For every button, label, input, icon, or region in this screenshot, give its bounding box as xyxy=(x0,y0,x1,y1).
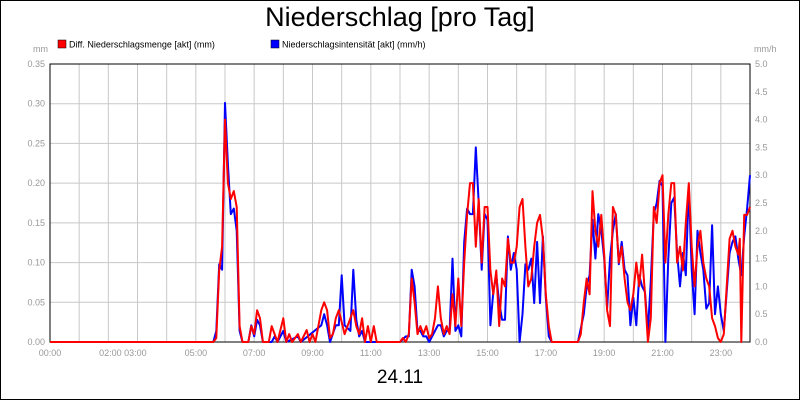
x-tick-label: 00:00 xyxy=(39,348,62,358)
y-tick-label-right: 5.0 xyxy=(755,59,768,69)
x-tick-label: 09:00 xyxy=(301,348,324,358)
y-axis-label-right: mm/h xyxy=(754,44,777,54)
series-line-niederschlagsintensitaet xyxy=(50,101,751,343)
x-ticks: 00:00 02:00 03:00 05:00 07:00 09:00 11:00 13:0… xyxy=(39,348,732,358)
x-tick-label: 05:00 xyxy=(185,348,208,358)
y-ticks-left: 0.00 0.05 0.10 0.15 0.20 0.25 0.30 0.35 xyxy=(27,59,45,347)
y-tick-label-right: 3.5 xyxy=(755,142,768,152)
y-tick-label-left: 0.10 xyxy=(27,258,45,268)
y-tick-label-left: 0.30 xyxy=(27,99,45,109)
x-tick-label: 23:00 xyxy=(710,348,733,358)
chart-title: Niederschlag [pro Tag] xyxy=(265,2,535,32)
y-tick-label-right: 2.5 xyxy=(755,198,768,208)
legend: Diff. Niederschlagsmenge [akt] (mm) Nied… xyxy=(57,39,426,50)
x-tick-label: 19:00 xyxy=(593,348,616,358)
y-tick-label-left: 0.05 xyxy=(27,297,45,307)
y-tick-label-left: 0.15 xyxy=(27,218,45,228)
y-axis-label-left: mm xyxy=(33,44,48,54)
y-ticks-right: 0.0 0.5 1.0 1.5 2.0 2.5 3.0 3.5 4.0 4.5 5.0 xyxy=(755,59,768,347)
x-tick-label: 21:00 xyxy=(651,348,674,358)
x-tick-label: 02:00 03:00 xyxy=(99,348,147,358)
y-tick-label-right: 4.5 xyxy=(755,87,768,97)
y-tick-label-right: 4.0 xyxy=(755,115,768,125)
series-layer xyxy=(50,101,751,343)
y-tick-label-right: 0.0 xyxy=(755,337,768,347)
y-tick-label-right: 1.0 xyxy=(755,281,768,291)
y-tick-label-left: 0.35 xyxy=(27,59,45,69)
x-tick-label: 15:00 xyxy=(476,348,499,358)
legend-swatch-blue xyxy=(270,39,280,49)
chart-subtitle-date: 24.11 xyxy=(376,367,424,388)
y-tick-label-right: 2.0 xyxy=(755,226,768,236)
legend-label-red: Diff. Niederschlagsmenge [akt] (mm) xyxy=(69,40,215,50)
legend-swatch-red xyxy=(57,39,67,49)
y-tick-label-right: 0.5 xyxy=(755,309,768,319)
x-tick-label: 13:00 xyxy=(418,348,441,358)
series-line-niederschlagsmenge xyxy=(50,118,751,343)
y-tick-label-left: 0.00 xyxy=(27,337,45,347)
y-tick-label-left: 0.20 xyxy=(27,178,45,188)
legend-label-blue: Niederschlagsintensität [akt] (mm/h) xyxy=(282,40,426,50)
y-tick-label-left: 0.25 xyxy=(27,138,45,148)
x-tick-label: 11:00 xyxy=(360,348,382,358)
x-tick-label: 17:00 xyxy=(535,348,558,358)
x-tick-label: 07:00 xyxy=(243,348,266,358)
y-tick-label-right: 1.5 xyxy=(755,254,768,264)
y-tick-label-right: 3.0 xyxy=(755,170,768,180)
